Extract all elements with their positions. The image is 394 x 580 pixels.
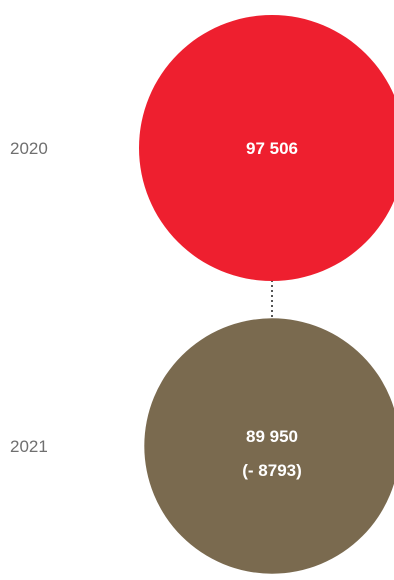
- value-label-2020: 97 506: [246, 139, 298, 158]
- value-label-2021: 89 950: [246, 427, 298, 446]
- year-label-2021: 2021: [10, 437, 48, 456]
- bubble-2021: [144, 318, 394, 574]
- change-label-2021: (- 8793): [242, 461, 302, 480]
- year-label-2020: 2020: [10, 139, 48, 158]
- bubble-2020: [139, 15, 394, 281]
